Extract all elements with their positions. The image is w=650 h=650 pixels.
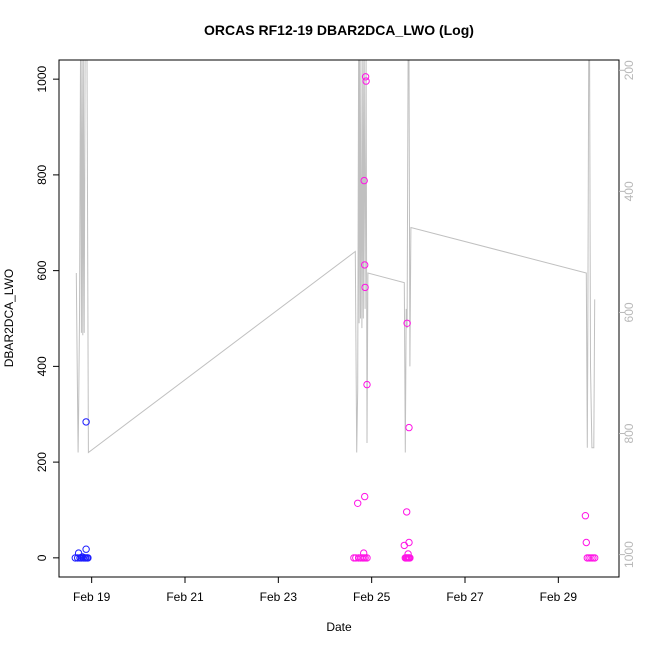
data-point bbox=[361, 492, 369, 501]
x-axis-label: Date bbox=[326, 620, 352, 634]
data-point bbox=[405, 423, 413, 432]
x-tick-label: Feb 23 bbox=[260, 590, 298, 604]
y-tick-label: 400 bbox=[35, 356, 49, 376]
right-tick-label: 800 bbox=[622, 423, 636, 443]
data-point bbox=[406, 554, 414, 562]
data-point bbox=[403, 508, 411, 516]
right-tick-label: 400 bbox=[622, 181, 636, 201]
data-point bbox=[362, 77, 370, 85]
x-tick-label: Feb 27 bbox=[446, 590, 484, 604]
data-point bbox=[361, 73, 370, 81]
x-tick-label: Feb 21 bbox=[166, 590, 204, 604]
data-point bbox=[405, 538, 413, 547]
points-layer bbox=[71, 73, 599, 562]
chart-title: ORCAS RF12-19 DBAR2DCA_LWO (Log) bbox=[204, 22, 474, 38]
data-point bbox=[363, 554, 371, 562]
data-point bbox=[84, 554, 92, 562]
data-point bbox=[587, 554, 595, 562]
y-tick-label: 600 bbox=[35, 260, 49, 280]
x-tick-label: Feb 25 bbox=[353, 590, 391, 604]
data-point bbox=[361, 554, 369, 562]
data-point bbox=[82, 418, 90, 426]
data-point bbox=[404, 550, 412, 558]
data-point bbox=[360, 176, 368, 185]
y-tick-label: 0 bbox=[35, 554, 49, 561]
grey-line-layer bbox=[75, 60, 596, 454]
y-tick-label: 800 bbox=[35, 165, 49, 185]
data-point bbox=[591, 554, 599, 562]
y-tick-label: 1000 bbox=[35, 65, 49, 92]
data-point bbox=[354, 499, 362, 507]
y-axis-label: DBAR2DCA_LWO bbox=[2, 269, 16, 367]
x-tick-label: Feb 19 bbox=[73, 590, 111, 604]
right-tick-label: 600 bbox=[622, 302, 636, 322]
data-point bbox=[361, 283, 369, 292]
grey-trace-line bbox=[75, 60, 596, 454]
data-point bbox=[581, 512, 590, 520]
data-point bbox=[585, 554, 593, 562]
plot-frame bbox=[58, 59, 620, 578]
data-point bbox=[363, 380, 371, 389]
data-point bbox=[361, 261, 369, 269]
axes-layer: Feb 19 Feb 21 Feb 23 Feb 25 Feb 27 Feb 29 0 200… bbox=[35, 59, 636, 604]
data-point bbox=[82, 545, 90, 553]
data-point bbox=[400, 541, 408, 550]
data-point bbox=[403, 319, 411, 327]
y-tick-label: 200 bbox=[35, 452, 49, 472]
right-tick-label: 1000 bbox=[622, 541, 636, 568]
x-tick-label: Feb 29 bbox=[540, 590, 578, 604]
data-point bbox=[74, 554, 82, 562]
data-point bbox=[582, 538, 590, 547]
right-tick-label: 200 bbox=[622, 60, 636, 80]
